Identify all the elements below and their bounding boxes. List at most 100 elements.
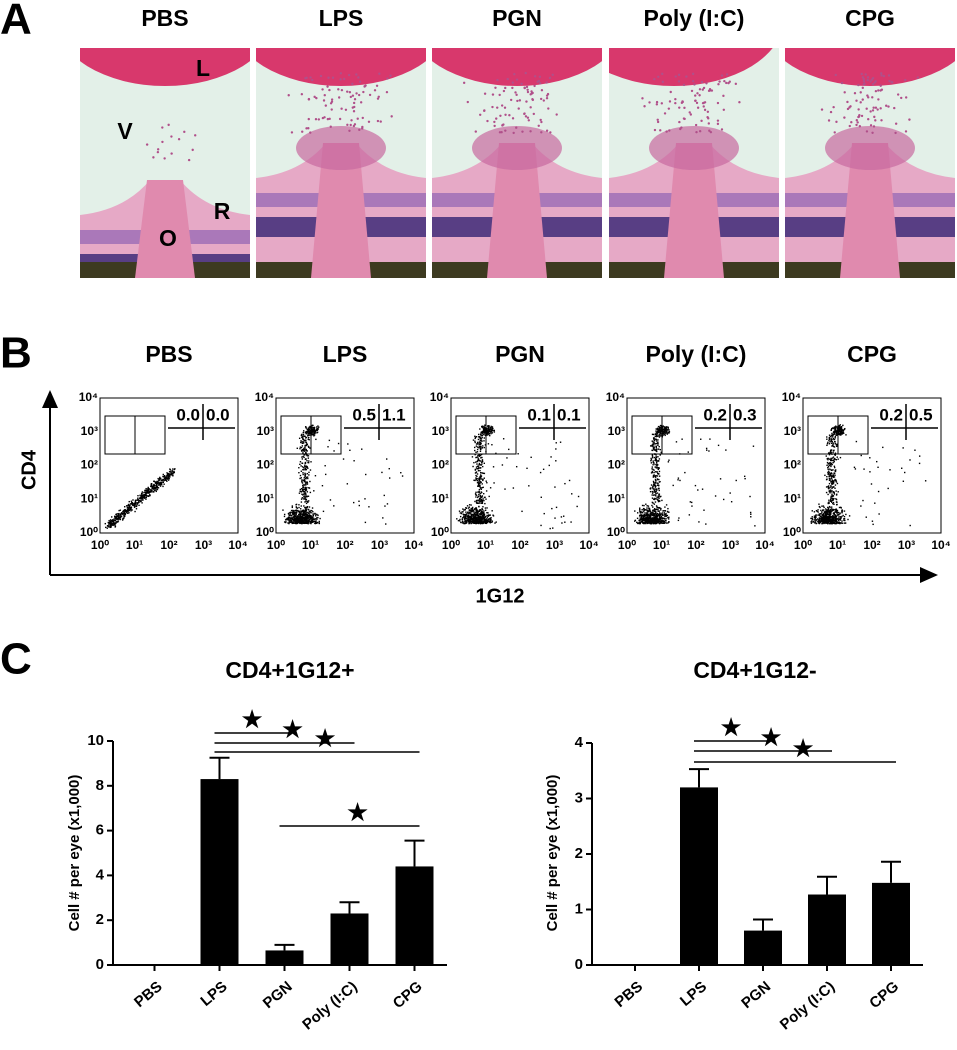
event-dot bbox=[478, 484, 480, 486]
event-dot bbox=[820, 518, 822, 521]
event-dot bbox=[838, 425, 840, 427]
cell bbox=[517, 107, 520, 110]
event-dot bbox=[827, 508, 830, 511]
event-dot bbox=[294, 516, 296, 518]
event-dot bbox=[473, 522, 475, 524]
cell bbox=[848, 124, 851, 128]
event-dot bbox=[474, 453, 476, 456]
event-dot bbox=[464, 516, 466, 518]
event-dot bbox=[486, 519, 488, 522]
cell bbox=[904, 96, 908, 99]
event-dot bbox=[485, 519, 487, 522]
event-dot bbox=[483, 437, 486, 439]
event-dot bbox=[659, 496, 661, 498]
optic-nerve bbox=[311, 143, 371, 278]
flow-x-tick: 10² bbox=[863, 538, 880, 552]
event-dot bbox=[552, 527, 554, 529]
event-dot bbox=[303, 469, 305, 471]
event-dot bbox=[657, 460, 660, 462]
event-dot bbox=[817, 522, 820, 524]
event-dot bbox=[303, 435, 305, 437]
cell bbox=[855, 99, 858, 102]
event-dot bbox=[818, 505, 821, 508]
cell bbox=[653, 128, 657, 132]
cell bbox=[385, 90, 389, 94]
event-dot bbox=[300, 518, 303, 520]
event-dot bbox=[482, 486, 484, 489]
event-dot bbox=[833, 430, 835, 433]
event-dot bbox=[481, 502, 484, 504]
event-dot bbox=[664, 427, 667, 430]
cell bbox=[466, 100, 469, 104]
event-dot bbox=[476, 477, 478, 480]
event-dot bbox=[301, 513, 303, 515]
event-dot bbox=[309, 516, 311, 519]
event-dot bbox=[515, 465, 518, 468]
event-dot bbox=[306, 455, 309, 457]
event-dot bbox=[655, 505, 658, 507]
event-dot bbox=[483, 520, 485, 522]
event-dot bbox=[314, 518, 316, 521]
event-dot bbox=[303, 449, 305, 452]
event-dot bbox=[304, 512, 306, 514]
event-dot bbox=[312, 521, 314, 524]
event-dot bbox=[283, 515, 286, 518]
event-dot bbox=[689, 501, 692, 503]
event-dot bbox=[657, 448, 660, 450]
event-dot bbox=[662, 522, 664, 524]
event-dot bbox=[301, 497, 304, 499]
cell bbox=[145, 143, 149, 146]
event-dot bbox=[653, 442, 655, 445]
event-dot bbox=[568, 479, 571, 482]
event-dot bbox=[832, 474, 835, 476]
event-dot bbox=[477, 465, 480, 467]
cell bbox=[696, 92, 699, 95]
event-dot bbox=[659, 512, 661, 514]
event-dot bbox=[124, 512, 126, 514]
event-dot bbox=[161, 480, 163, 482]
event-dot bbox=[302, 438, 305, 441]
event-dot bbox=[656, 478, 659, 481]
event-dot bbox=[487, 519, 489, 522]
cell bbox=[904, 78, 907, 82]
event-dot bbox=[834, 511, 836, 513]
event-dot bbox=[842, 429, 844, 431]
event-dot bbox=[483, 512, 485, 514]
event-dot bbox=[830, 472, 833, 474]
event-dot bbox=[834, 443, 836, 445]
event-dot bbox=[844, 519, 846, 522]
event-dot bbox=[829, 490, 832, 492]
event-dot bbox=[478, 485, 481, 487]
cell bbox=[504, 113, 507, 116]
event-dot bbox=[483, 431, 485, 434]
event-dot bbox=[467, 521, 470, 523]
event-dot bbox=[656, 463, 658, 466]
event-dot bbox=[832, 451, 834, 454]
event-dot bbox=[479, 460, 481, 462]
event-dot bbox=[649, 521, 651, 523]
event-dot bbox=[306, 520, 308, 522]
event-dot bbox=[639, 521, 641, 524]
event-dot bbox=[831, 490, 833, 492]
event-dot bbox=[650, 512, 652, 515]
cell bbox=[893, 106, 896, 110]
event-dot bbox=[835, 425, 837, 427]
event-dot bbox=[475, 461, 477, 463]
cell bbox=[506, 77, 509, 81]
event-dot bbox=[476, 521, 478, 523]
event-dot bbox=[309, 431, 311, 433]
event-dot bbox=[823, 516, 826, 518]
event-dot bbox=[832, 461, 834, 464]
cell bbox=[705, 82, 708, 85]
event-dot bbox=[649, 516, 652, 519]
event-dot bbox=[484, 502, 486, 505]
event-dot bbox=[108, 522, 111, 524]
event-dot bbox=[482, 517, 485, 519]
event-dot bbox=[472, 520, 475, 523]
event-dot bbox=[148, 492, 150, 494]
panel-label: C bbox=[0, 635, 32, 684]
cell bbox=[309, 76, 312, 79]
event-dot bbox=[129, 504, 131, 507]
cell bbox=[725, 81, 728, 85]
event-dot bbox=[654, 515, 656, 517]
